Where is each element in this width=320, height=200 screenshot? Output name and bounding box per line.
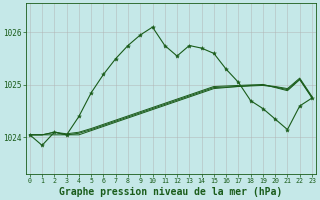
X-axis label: Graphe pression niveau de la mer (hPa): Graphe pression niveau de la mer (hPa)	[59, 186, 283, 197]
